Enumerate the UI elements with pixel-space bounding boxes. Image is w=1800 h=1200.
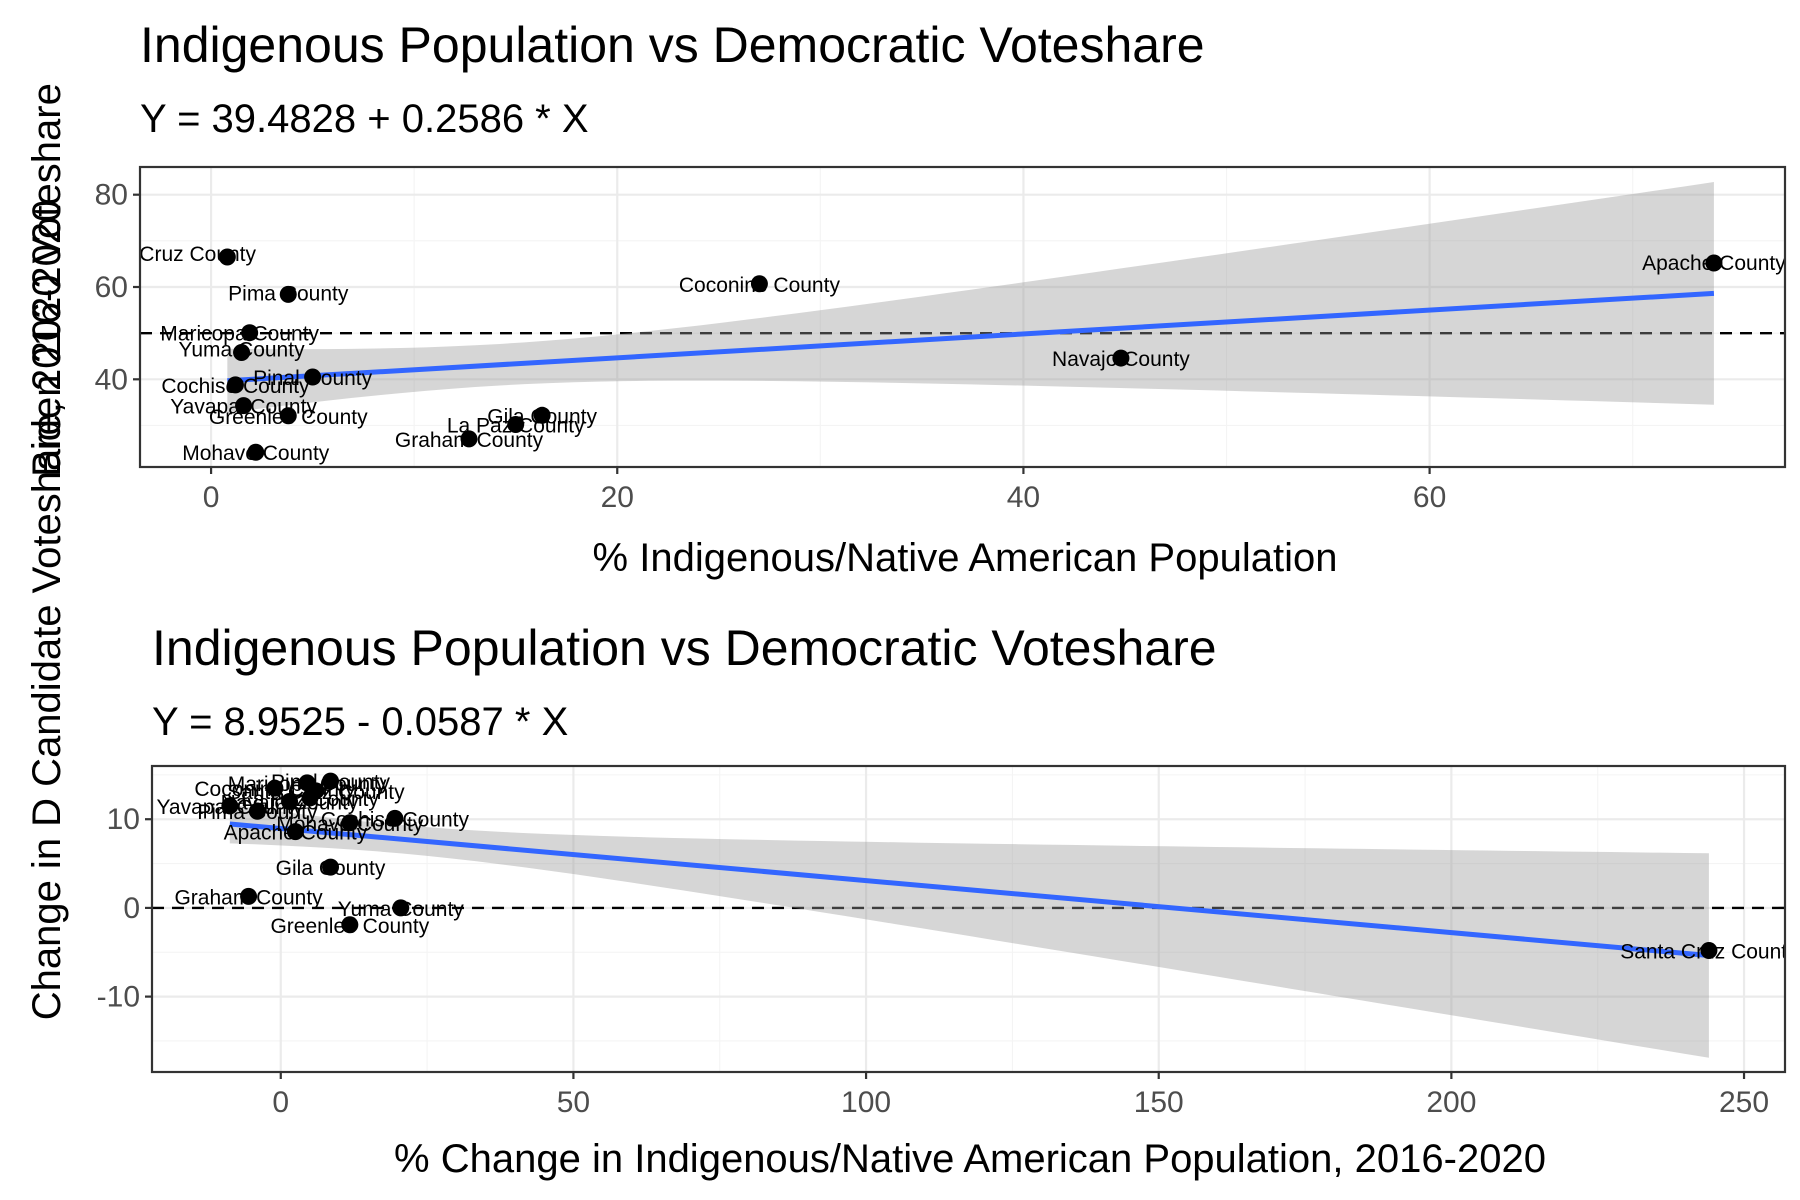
data-point-label: Pinal County <box>271 771 391 794</box>
data-point-label: Santa Cruz County <box>227 781 405 804</box>
data-point <box>341 814 359 832</box>
data-point <box>322 858 340 876</box>
chart-2-subtitle: Y = 8.9525 - 0.0587 * X <box>152 700 568 744</box>
x-tick-label: 200 <box>1426 1086 1476 1119</box>
data-point <box>266 779 284 797</box>
y-axis-title-overlay: Biden 2020 Voteshare <box>25 83 69 477</box>
y-tick-label: 80 <box>95 179 128 212</box>
data-point <box>218 248 236 266</box>
chart-1-subtitle: Y = 39.4828 + 0.2586 * X <box>140 97 589 141</box>
data-point-label: Navajo County <box>1052 348 1190 371</box>
y-tick-label: 60 <box>95 271 128 304</box>
x-tick-label: 20 <box>601 481 634 514</box>
data-point-label: Yavapai County <box>170 396 317 419</box>
data-point <box>279 407 297 425</box>
data-point-label: Pinal County <box>253 367 373 390</box>
regression-line <box>227 290 1715 384</box>
data-point <box>322 772 340 790</box>
data-point-label: Mohave County <box>276 813 424 836</box>
x-tick-label: 250 <box>1719 1086 1769 1119</box>
data-point <box>392 899 410 917</box>
plot-border <box>150 764 1787 1074</box>
confidence-band <box>227 182 1714 413</box>
x-tick-label: 100 <box>841 1086 891 1119</box>
data-point-label: Santa Cruz County <box>1620 940 1798 963</box>
data-point-label: Apache County <box>224 822 368 845</box>
data-point-label: Graham County <box>395 429 544 452</box>
data-point <box>386 809 404 827</box>
x-tick-label: 0 <box>272 1086 289 1119</box>
data-point-label: Maricopa County <box>160 323 319 346</box>
data-point <box>750 275 768 293</box>
data-point <box>241 324 259 342</box>
data-point <box>248 802 266 820</box>
data-point <box>279 285 297 303</box>
data-point <box>247 443 265 461</box>
data-point <box>341 916 359 934</box>
data-point-label: Yavapai County <box>156 796 303 819</box>
chart-1-x-axis-title: % Indigenous/Native American Population <box>593 536 1338 580</box>
data-point <box>304 368 322 386</box>
y-tick-label: 40 <box>95 363 128 396</box>
data-point <box>1112 349 1130 367</box>
data-point-label: Coconino County <box>194 778 356 801</box>
plot-area-1: 0 20 40 60 40 60 80 Santa Cruz County Pima Count… <box>79 165 1787 514</box>
data-point-label: La Paz County <box>241 788 379 811</box>
data-point-label: Greenlee County <box>209 406 368 429</box>
data-point <box>226 376 244 394</box>
data-point <box>235 397 253 415</box>
data-point <box>301 789 319 807</box>
data-point <box>1700 941 1718 959</box>
x-tick-label: 150 <box>1134 1086 1184 1119</box>
chart-1-title: Indigenous Population vs Democratic Vote… <box>140 17 1205 73</box>
x-tick-label: 50 <box>557 1086 590 1119</box>
y-tick-label: 0 <box>123 892 140 925</box>
data-point-label: Greenlee County <box>270 915 429 938</box>
data-point <box>233 344 251 362</box>
y-tick-label: 10 <box>107 803 140 836</box>
y-tick-label: -10 <box>97 981 140 1014</box>
data-point <box>533 406 551 424</box>
data-point-label: Mohave County <box>182 442 330 465</box>
plot-background <box>152 766 1785 1072</box>
x-tick-label: 60 <box>1413 481 1446 514</box>
data-point-label: Yuma County <box>179 339 306 362</box>
data-layer: Santa Cruz County Pima County Maricopa Cou… <box>79 243 1786 465</box>
x-tick-label: 40 <box>1007 481 1040 514</box>
plot-area-2: 0 50 100 150 200 250 -10 0 10 Maricopa CountyPina… <box>97 764 1798 1119</box>
data-point-label: Santa Cruz County <box>79 243 257 266</box>
plot-border <box>138 165 1787 469</box>
data-point-label: Maricopa County <box>228 773 387 796</box>
data-point-label: Cochise County <box>321 808 470 831</box>
data-point-label: Pima County <box>228 282 349 305</box>
data-point-label: Pima County <box>197 801 318 824</box>
data-point-label: Graham County <box>174 886 323 909</box>
data-point-label: Coconino County <box>679 274 841 297</box>
data-point-label: Yuma County <box>338 898 465 921</box>
chart-2-title: Indigenous Population vs Democratic Vote… <box>152 620 1217 676</box>
confidence-band <box>229 804 1709 1058</box>
regression-line <box>229 821 1710 959</box>
data-point-label: Navajo County <box>221 791 359 814</box>
data-point-label: Cochise County <box>161 375 310 398</box>
chart-panel-2: Indigenous Population vs Democratic Vote… <box>97 620 1798 1181</box>
data-point <box>460 430 478 448</box>
data-point <box>286 823 304 841</box>
chart-panel-1: Indigenous Population vs Democratic Vote… <box>79 17 1787 580</box>
data-point <box>240 887 258 905</box>
data-point-label: Apache County <box>1642 252 1786 275</box>
data-point-label: La Paz County <box>447 415 585 438</box>
data-point <box>1705 254 1723 272</box>
data-point <box>221 797 239 815</box>
data-point-label: Gila County <box>276 857 386 880</box>
data-point <box>507 416 525 434</box>
chart-2-x-axis-title: % Change in Indigenous/Native American P… <box>394 1137 1546 1181</box>
x-tick-label: 0 <box>203 481 220 514</box>
y-axis-title: Change in D Candidate Voteshare, 2016-20… <box>25 200 69 1021</box>
data-point <box>281 792 299 810</box>
data-point-label: Gila County <box>487 405 597 428</box>
